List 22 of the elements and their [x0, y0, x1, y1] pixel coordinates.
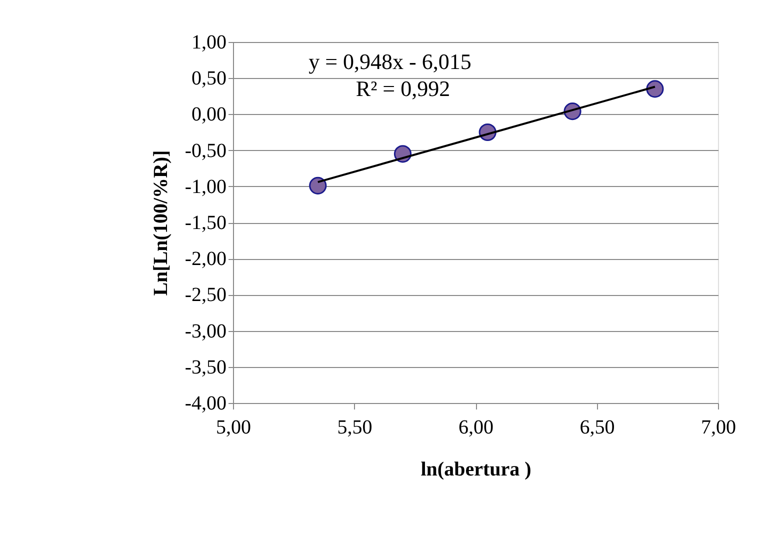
y-tick-label: 1,00	[192, 32, 226, 54]
x-axis-title: ln(abertura )	[420, 458, 532, 480]
y-tick-label: 0,50	[192, 68, 226, 90]
x-tick-label: 5,50	[337, 416, 372, 438]
x-tick-label: 6,50	[580, 416, 615, 438]
annotation: y = 0,948x - 6,015	[308, 49, 472, 74]
y-tick-label: -3,00	[184, 320, 226, 342]
y-tick-label: -2,00	[184, 248, 226, 270]
y-tick-label: 0,00	[192, 104, 226, 126]
x-tick-label: 7,00	[701, 416, 736, 438]
y-tick-label: -1,00	[184, 176, 226, 198]
point	[309, 176, 327, 194]
x-tick-label: 5,00	[216, 416, 251, 438]
y-tick-label: -1,50	[184, 212, 226, 234]
y-tick-label: -3,50	[184, 356, 226, 378]
annotation: R² = 0,992	[356, 76, 450, 101]
y-tick-label: -2,50	[184, 284, 226, 306]
x-tick-label: 6,00	[458, 416, 494, 438]
y-tick-label: -0,50	[184, 140, 226, 162]
point	[646, 80, 664, 98]
y-axis-title: Ln[Ln(100/%R)]	[150, 150, 172, 296]
y-tick-label: -4,00	[184, 392, 226, 414]
